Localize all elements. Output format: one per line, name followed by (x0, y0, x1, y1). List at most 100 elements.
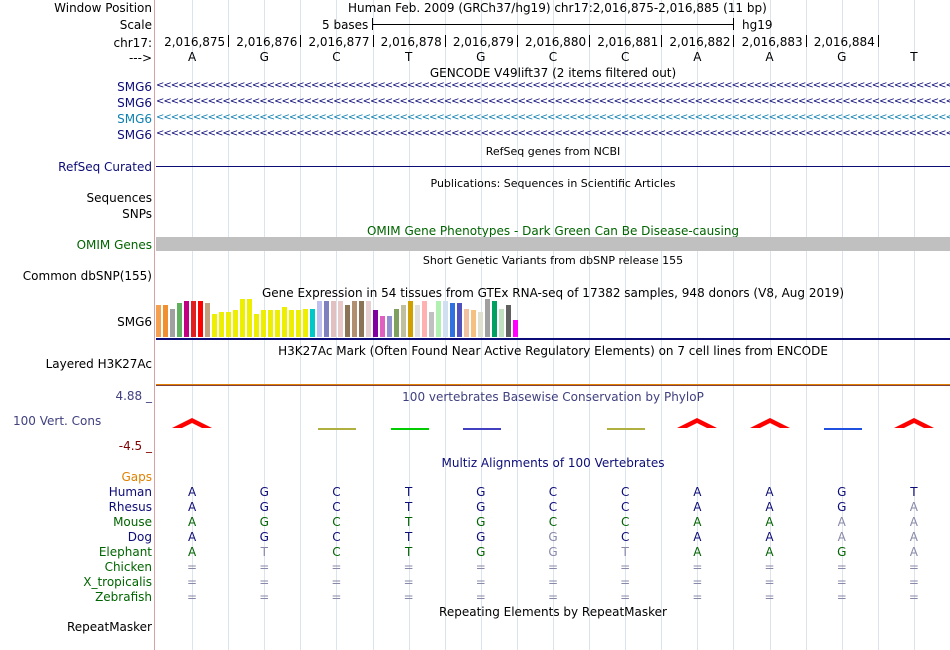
multiz-aligned-base: A (693, 545, 702, 559)
gtex-tissue-bar[interactable] (415, 304, 420, 337)
multiz-species-label[interactable]: Zebrafish (95, 590, 152, 604)
gtex-tissue-bar[interactable] (436, 300, 441, 337)
gtex-tissue-bar[interactable] (485, 299, 490, 337)
gtex-tissue-bar[interactable] (156, 304, 161, 337)
phylop-track-label[interactable]: 100 Vert. Cons (13, 414, 102, 428)
gtex-gene-line[interactable] (156, 338, 950, 340)
gtex-tissue-bar[interactable] (478, 312, 483, 337)
gtex-tissue-bar[interactable] (450, 302, 455, 337)
gtex-tissue-bar[interactable] (471, 310, 476, 337)
gtex-tissue-bar[interactable] (275, 310, 280, 337)
gencode-transcript-line[interactable]: <<<<<<<<<<<<<<<<<<<<<<<<<<<<<<<<<<<<<<<<… (156, 112, 950, 123)
phylop-score-mark[interactable] (390, 428, 429, 430)
gtex-tissue-bar[interactable] (492, 300, 497, 337)
refseq-gene-line[interactable] (156, 166, 950, 167)
gtex-track-label[interactable]: SMG6 (117, 315, 152, 329)
gtex-tissue-bar[interactable] (506, 304, 511, 337)
gaps-label[interactable]: Gaps (121, 470, 152, 484)
gencode-transcript-label[interactable]: SMG6 (117, 112, 152, 126)
gtex-tissue-bar[interactable] (422, 300, 427, 337)
gtex-tissue-bar[interactable] (268, 310, 273, 337)
gtex-tissue-bar[interactable] (310, 308, 315, 337)
gtex-tissue-bar[interactable] (464, 308, 469, 337)
gtex-tissue-bar[interactable] (324, 300, 329, 337)
gtex-tissue-bar[interactable] (394, 308, 399, 337)
gtex-tissue-bar[interactable] (338, 300, 343, 337)
gencode-transcript-label[interactable]: SMG6 (117, 80, 152, 94)
gtex-tissue-bar[interactable] (282, 306, 287, 337)
phylop-score-mark[interactable] (607, 428, 646, 430)
gencode-transcript-label[interactable]: SMG6 (117, 96, 152, 110)
h3k27ac-track-label[interactable]: Layered H3K27Ac (45, 357, 152, 371)
gtex-tissue-bar[interactable] (296, 310, 301, 337)
gtex-tissue-bar[interactable] (289, 310, 294, 337)
gtex-tissue-bar[interactable] (247, 299, 252, 337)
phylop-score-mark[interactable] (823, 428, 862, 430)
gtex-tissue-bar[interactable] (499, 308, 504, 337)
multiz-species-label[interactable]: X_tropicalis (83, 575, 152, 589)
multiz-species-label[interactable]: Elephant (98, 545, 152, 559)
ruler-position-label: 2,016,875 (164, 35, 226, 49)
gtex-tissue-bar[interactable] (205, 302, 210, 337)
gtex-tissue-bar[interactable] (401, 304, 406, 337)
gtex-tissue-bar[interactable] (443, 300, 448, 337)
gtex-tissue-bar[interactable] (177, 302, 182, 337)
grid-line (661, 0, 663, 650)
gtex-tissue-bar[interactable] (303, 308, 308, 337)
gtex-tissue-bar[interactable] (240, 299, 245, 337)
gtex-tissue-bar[interactable] (457, 302, 462, 337)
multiz-aligned-base: = (692, 575, 703, 589)
gencode-transcript-label[interactable]: SMG6 (117, 128, 152, 142)
gtex-tissue-bar[interactable] (429, 312, 434, 337)
gtex-tissue-bar[interactable] (233, 310, 238, 337)
scale-assembly: hg19 (742, 18, 773, 32)
gtex-tissue-bar[interactable] (191, 300, 196, 337)
multiz-aligned-base: G (548, 545, 558, 559)
gencode-transcript-line[interactable]: <<<<<<<<<<<<<<<<<<<<<<<<<<<<<<<<<<<<<<<<… (156, 80, 950, 91)
multiz-aligned-base: = (836, 560, 847, 574)
gtex-tissue-bar[interactable] (408, 300, 413, 337)
gtex-tissue-bar[interactable] (366, 300, 371, 337)
gencode-transcript-line[interactable]: <<<<<<<<<<<<<<<<<<<<<<<<<<<<<<<<<<<<<<<<… (156, 96, 950, 107)
gtex-tissue-bar[interactable] (254, 314, 259, 337)
publications-snps-label[interactable]: SNPs (122, 207, 152, 221)
dbsnp-track-label[interactable]: Common dbSNP(155) (22, 269, 152, 283)
gtex-tissue-bar[interactable] (380, 316, 385, 337)
gtex-tissue-bar[interactable] (212, 314, 217, 337)
gtex-tissue-bar[interactable] (317, 300, 322, 337)
multiz-species-label[interactable]: Rhesus (108, 500, 152, 514)
gtex-tissue-bar[interactable] (513, 319, 518, 337)
gtex-tissue-bar[interactable] (373, 310, 378, 337)
multiz-species-label[interactable]: Dog (127, 530, 152, 544)
gtex-tissue-bar[interactable] (261, 310, 266, 337)
omim-track-label[interactable]: OMIM Genes (76, 238, 152, 252)
gencode-transcript-line[interactable]: <<<<<<<<<<<<<<<<<<<<<<<<<<<<<<<<<<<<<<<<… (156, 128, 950, 139)
gtex-tissue-bar[interactable] (184, 300, 189, 337)
omim-feature-bar[interactable] (156, 237, 950, 251)
multiz-species-label[interactable]: Human (108, 485, 152, 499)
gtex-tissue-bar[interactable] (331, 300, 336, 337)
gtex-tissue-bar[interactable] (163, 304, 168, 337)
multiz-aligned-base: = (187, 560, 198, 574)
gtex-bar-chart[interactable] (156, 299, 556, 337)
ruler-tick (228, 35, 230, 47)
repeatmasker-track-label[interactable]: RepeatMasker (66, 620, 152, 634)
gtex-tissue-bar[interactable] (345, 304, 350, 337)
multiz-species-label[interactable]: Chicken (104, 560, 152, 574)
gtex-tissue-bar[interactable] (226, 312, 231, 337)
gtex-tissue-bar[interactable] (198, 300, 203, 337)
gtex-tissue-bar[interactable] (387, 316, 392, 337)
gtex-tissue-bar[interactable] (219, 312, 224, 337)
refseq-track-label[interactable]: RefSeq Curated (58, 160, 152, 174)
h3k27ac-signal-line-2 (156, 385, 950, 386)
publications-sequences-label[interactable]: Sequences (86, 191, 152, 205)
gtex-tissue-bar[interactable] (359, 300, 364, 337)
phylop-score-mark[interactable] (318, 428, 357, 430)
gtex-tissue-bar[interactable] (170, 308, 175, 337)
multiz-species-label[interactable]: Mouse (113, 515, 152, 529)
phylop-score-mark[interactable] (462, 428, 501, 430)
gtex-tissue-bar[interactable] (352, 300, 357, 337)
ruler-position-label: 2,016,882 (669, 35, 731, 49)
phylop-plot[interactable] (156, 414, 950, 434)
